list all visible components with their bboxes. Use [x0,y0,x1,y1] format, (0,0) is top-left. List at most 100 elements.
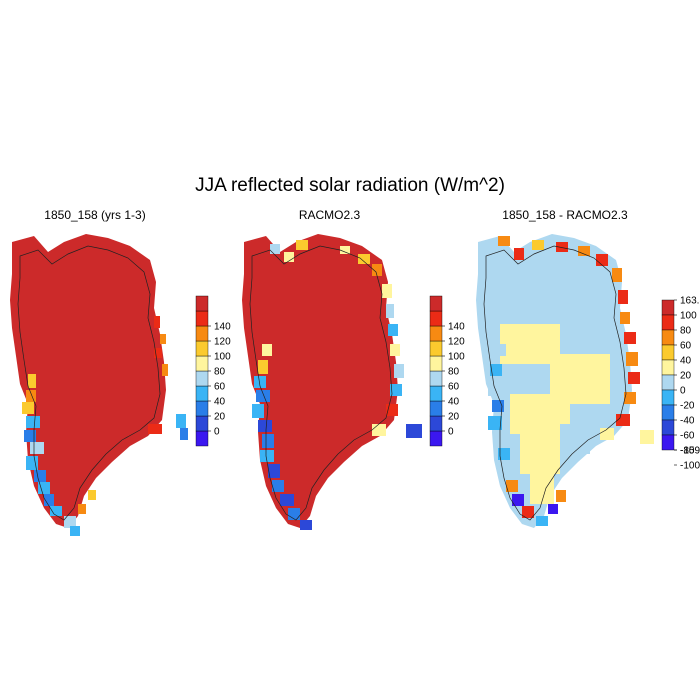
colorbar-tick-label: -100 [680,461,700,472]
margin-cell [596,254,608,266]
margin-cell [64,516,76,528]
margin-cell [494,344,506,356]
margin-cell [626,352,638,366]
greenland-landmass [10,234,166,528]
margin-cell [488,384,502,396]
margin-cell [176,414,186,428]
colorbar-tick-label: 140 [448,322,465,333]
colorbar-swatch [429,295,443,312]
map-racmo [242,234,422,530]
colorbar-swatch [429,430,443,447]
margin-cell [258,420,272,432]
colorbar-tick-label: 60 [214,382,226,393]
colorbar-tick-label: 60 [680,341,692,352]
margin-cell [148,424,162,434]
colorbar-swatch [429,370,443,387]
margin-cell [358,254,370,264]
colorbar-swatch [661,389,675,406]
margin-cell [500,464,514,476]
coastline [17,245,161,521]
colorbar-swatch [195,295,209,312]
colorbar-tick-label: 120 [214,337,231,348]
margin-cell [50,506,62,516]
colorbar-swatch [661,329,675,346]
margin-cell [38,482,50,494]
margin-cell [340,246,350,254]
margin-cell [640,430,654,444]
colorbar-tick-label: 163.3 [680,296,700,307]
colorbar-swatch [661,374,675,391]
margin-cell [482,244,496,254]
margin-cell [280,494,294,506]
figure-title: JJA reflected solar radiation (W/m^2) [195,175,505,196]
margin-cell [88,490,96,500]
margin-cell [612,268,622,282]
colorbar-swatch [195,355,209,372]
margin-cell [160,334,166,344]
margin-cell [624,392,636,404]
margin-cell [254,376,266,388]
margin-cell [522,506,534,518]
margin-cell [386,304,394,318]
panel-title-racmo: RACMO2.3 [298,208,361,222]
colorbar-tick-label: 100 [680,311,697,322]
colorbar-tick-label: 40 [680,356,692,367]
greenland-landmass [242,234,398,528]
colorbar-swatch [661,404,675,421]
margin-cell [300,520,312,530]
colorbar-swatch [661,344,675,361]
colorbar-swatch [429,415,443,432]
colorbar-tick-label: 80 [448,367,460,378]
margin-cell [24,430,36,442]
colorbar-tick-label: -20 [680,401,695,412]
margin-cell [600,428,614,440]
margin-cell [490,364,502,376]
coastline [249,245,393,521]
colorbar-tick-label: 80 [680,326,692,337]
margin-cell [78,504,86,514]
colorbar-swatch [195,400,209,417]
colorbar-swatch [195,325,209,342]
interior-cell [570,404,610,424]
colorbar-swatch [429,340,443,357]
colorbar-swatch [661,434,675,451]
margin-cell [394,364,404,378]
colorbar-tick-label: 0 [680,386,686,397]
margin-cell [388,324,398,336]
colorbar-swatch [429,355,443,372]
colorbar-tick-label: 120 [448,337,465,348]
colorbar-tick-label: 20 [214,412,226,423]
colorbar-tick-label: -40 [680,416,695,427]
colorbar-tick-label: 40 [214,397,226,408]
margin-cell [288,508,300,520]
margin-cell [262,434,274,448]
margin-cell [506,480,518,492]
margin-cell [372,424,386,436]
margin-cell [498,236,510,246]
margin-cell [28,374,36,388]
interior-cell [560,424,590,454]
margin-cell [616,414,630,426]
margin-cell [512,494,524,506]
margin-cell [624,332,636,344]
colorbar-tick-label: -159.4 [680,446,700,457]
margin-cell [30,442,44,454]
colorbar-swatch [195,415,209,432]
margin-cell [256,390,270,402]
colorbar-tick-label: 80 [214,367,226,378]
map-difference [476,234,654,528]
colorbar-swatch [661,299,675,316]
colorbar-swatch [661,419,675,436]
interior-cell [500,264,610,324]
margin-cell [22,402,34,414]
margin-cell [154,348,162,358]
margin-cell [180,428,188,440]
margin-cell [556,242,568,252]
colorbar-swatch [195,385,209,402]
panel-title-difference: 1850_158 - RACMO2.3 [502,208,628,222]
colorbar-tick-label: -60 [680,431,695,442]
colorbar-tick-label: 60 [448,382,460,393]
margin-cell [268,464,280,478]
colorbar-swatch [195,430,209,447]
colorbar-tick-label: 140 [214,322,231,333]
